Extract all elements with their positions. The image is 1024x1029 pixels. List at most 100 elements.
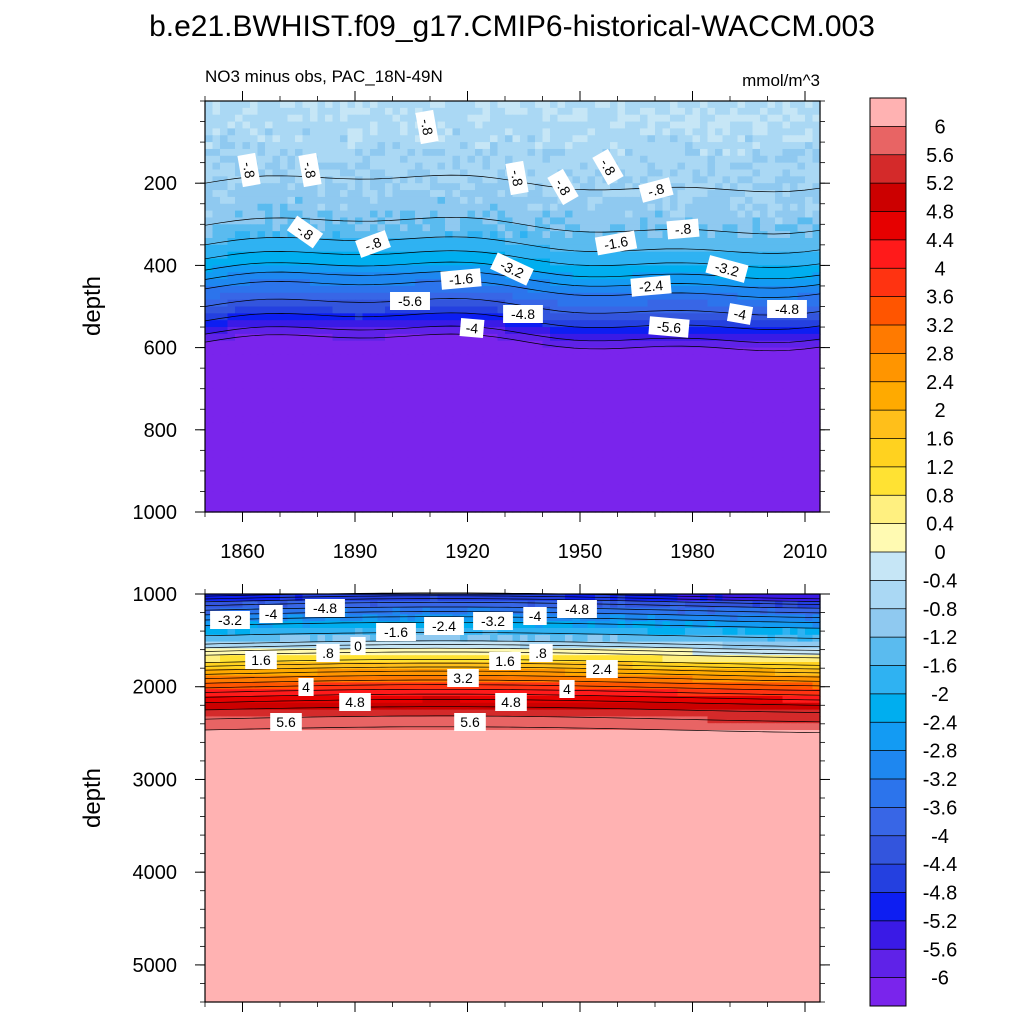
contour-cell xyxy=(385,251,394,260)
contour-cell xyxy=(392,135,401,143)
contour-cell xyxy=(287,436,296,445)
contour-cell xyxy=(280,231,289,239)
contour-cell xyxy=(205,114,214,123)
contour-cell xyxy=(257,327,266,335)
contour-cell xyxy=(767,327,776,335)
contour-cell xyxy=(280,292,289,301)
contour-cell xyxy=(362,388,371,397)
contour-cell xyxy=(272,484,281,493)
contour-cell xyxy=(812,114,821,123)
contour-cell xyxy=(752,484,761,493)
contour-cell xyxy=(790,402,799,410)
contour-cell xyxy=(377,457,386,465)
contour-cell xyxy=(535,128,544,136)
contour-cell xyxy=(460,347,469,356)
contour-cell xyxy=(805,443,814,451)
contour-cell xyxy=(512,429,521,438)
contour-cell xyxy=(775,498,784,506)
contour-cell xyxy=(302,354,311,362)
contour-cell xyxy=(692,402,701,410)
contour-cell xyxy=(602,258,611,266)
contour-cell xyxy=(422,306,431,314)
contour-cell xyxy=(572,135,581,143)
contour-cell xyxy=(542,368,551,376)
contour-cell xyxy=(535,498,544,506)
contour-cell xyxy=(512,217,521,225)
contour-cell xyxy=(722,142,731,150)
contour-cell xyxy=(265,176,274,184)
contour-cell xyxy=(670,388,679,397)
contour-cell xyxy=(355,196,364,205)
contour-cell xyxy=(580,285,589,294)
contour-cell xyxy=(767,381,776,390)
contour-cell xyxy=(302,484,311,493)
contour-cell xyxy=(805,402,814,410)
contour-cell xyxy=(572,292,581,301)
contour-cell xyxy=(385,429,394,438)
contour-cell xyxy=(767,416,776,424)
contour-cell xyxy=(662,313,671,321)
contour-cell xyxy=(385,135,394,143)
contour-cell xyxy=(722,491,731,499)
contour-cell xyxy=(775,354,784,362)
contour-cell xyxy=(775,210,784,219)
contour-cell xyxy=(700,135,709,143)
contour-cell xyxy=(535,285,544,294)
contour-cell xyxy=(392,320,401,328)
contour-cell xyxy=(520,402,529,410)
contour-cell xyxy=(737,368,746,376)
contour-cell xyxy=(752,217,761,225)
contour-cell xyxy=(205,443,214,451)
contour-cell xyxy=(760,333,769,342)
contour-cell xyxy=(767,155,776,164)
contour-cell xyxy=(437,101,446,109)
contour-cell xyxy=(782,409,791,417)
contour-cell xyxy=(805,244,814,253)
contour-cell xyxy=(332,347,341,356)
contour-cell xyxy=(280,464,289,472)
contour-cell xyxy=(625,340,634,349)
contour-cell xyxy=(662,217,671,225)
contour-cell xyxy=(565,306,574,314)
contour-cell xyxy=(392,265,401,273)
contour-cell xyxy=(415,244,424,253)
contour-cell xyxy=(250,484,259,493)
contour-cell xyxy=(257,498,266,506)
contour-cell xyxy=(572,484,581,493)
contour-cell xyxy=(287,190,296,198)
contour-label: -.8 xyxy=(237,152,261,188)
contour-cell xyxy=(572,258,581,266)
contour-cell xyxy=(700,505,709,513)
contour-cell xyxy=(685,101,694,109)
contour-cell xyxy=(520,347,529,356)
contour-cell xyxy=(707,375,716,383)
contour-cell xyxy=(670,114,679,123)
contour-cell xyxy=(475,244,484,253)
contour-cell xyxy=(407,114,416,123)
contour-cell xyxy=(565,340,574,349)
contour-cell xyxy=(587,258,596,266)
contour-cell xyxy=(227,121,236,129)
contour-cell xyxy=(257,135,266,143)
contour-cell xyxy=(295,436,304,445)
contour-cell xyxy=(625,498,634,506)
contour-cell xyxy=(565,285,574,294)
contour-cell xyxy=(332,498,341,506)
contour-cell xyxy=(685,422,694,431)
contour-cell xyxy=(497,142,506,150)
contour-cell xyxy=(557,388,566,397)
contour-cell xyxy=(677,498,686,506)
contour-cell xyxy=(730,142,739,150)
contour-cell xyxy=(685,416,694,424)
contour-cell xyxy=(452,128,461,136)
contour-cell xyxy=(392,238,401,246)
contour-cell xyxy=(707,464,716,472)
contour-cell xyxy=(512,388,521,397)
contour-cell xyxy=(430,162,439,171)
contour-cell xyxy=(377,450,386,458)
contour-cell xyxy=(212,244,221,253)
contour-cell xyxy=(812,107,821,116)
contour-cell xyxy=(752,429,761,438)
contour-cell xyxy=(640,422,649,431)
contour-cell xyxy=(302,217,311,225)
